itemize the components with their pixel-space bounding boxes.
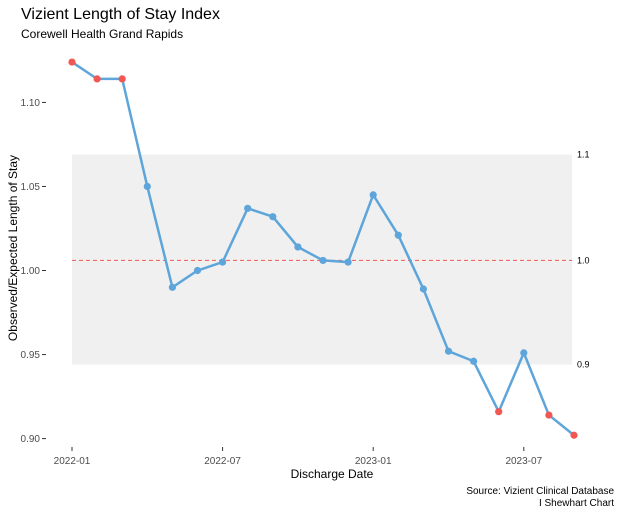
data-point	[93, 75, 101, 83]
y-tick-label: 1.00	[21, 266, 41, 277]
x-tick-label: 2023-07	[505, 456, 542, 467]
data-point	[319, 256, 327, 265]
data-point	[244, 204, 252, 212]
data-point	[394, 231, 402, 239]
chart-subtitle: Corewell Health Grand Rapids	[21, 27, 184, 41]
data-point	[118, 75, 126, 83]
data-point	[520, 349, 528, 357]
data-point	[68, 58, 76, 66]
x-tick-label: 2022-07	[204, 456, 241, 467]
chart-title: Vizient Length of Stay Index	[21, 6, 220, 23]
data-point	[369, 191, 377, 199]
x-tick-label: 2022-01	[54, 456, 91, 467]
data-point	[344, 258, 352, 266]
control-limit-label: 1.0	[577, 255, 590, 265]
y-tick-label: 0.90	[21, 434, 41, 445]
x-tick-label: 2023-01	[355, 456, 392, 467]
data-point	[545, 411, 553, 419]
y-tick-label: 1.05	[21, 182, 41, 193]
source-caption: Source: Vizient Clinical Database	[466, 486, 614, 497]
data-point	[269, 213, 277, 221]
data-point	[193, 266, 202, 275]
data-point	[294, 243, 302, 251]
data-point	[570, 431, 578, 439]
x-axis-title: Discharge Date	[291, 467, 374, 481]
data-point	[444, 347, 453, 355]
data-point	[495, 408, 503, 416]
data-point	[219, 258, 227, 266]
data-point	[470, 357, 478, 365]
y-tick-label: 1.10	[21, 98, 41, 109]
control-limit-label: 0.9	[577, 360, 590, 370]
data-point	[419, 285, 427, 293]
control-limit-label: 1.1	[577, 150, 590, 160]
data-point	[168, 283, 176, 291]
y-axis-title: Observed/Expected Length of Stay	[6, 155, 20, 341]
data-point	[143, 182, 151, 191]
chart-type-caption: I Shewhart Chart	[538, 498, 614, 509]
y-tick-label: 0.95	[21, 350, 41, 361]
